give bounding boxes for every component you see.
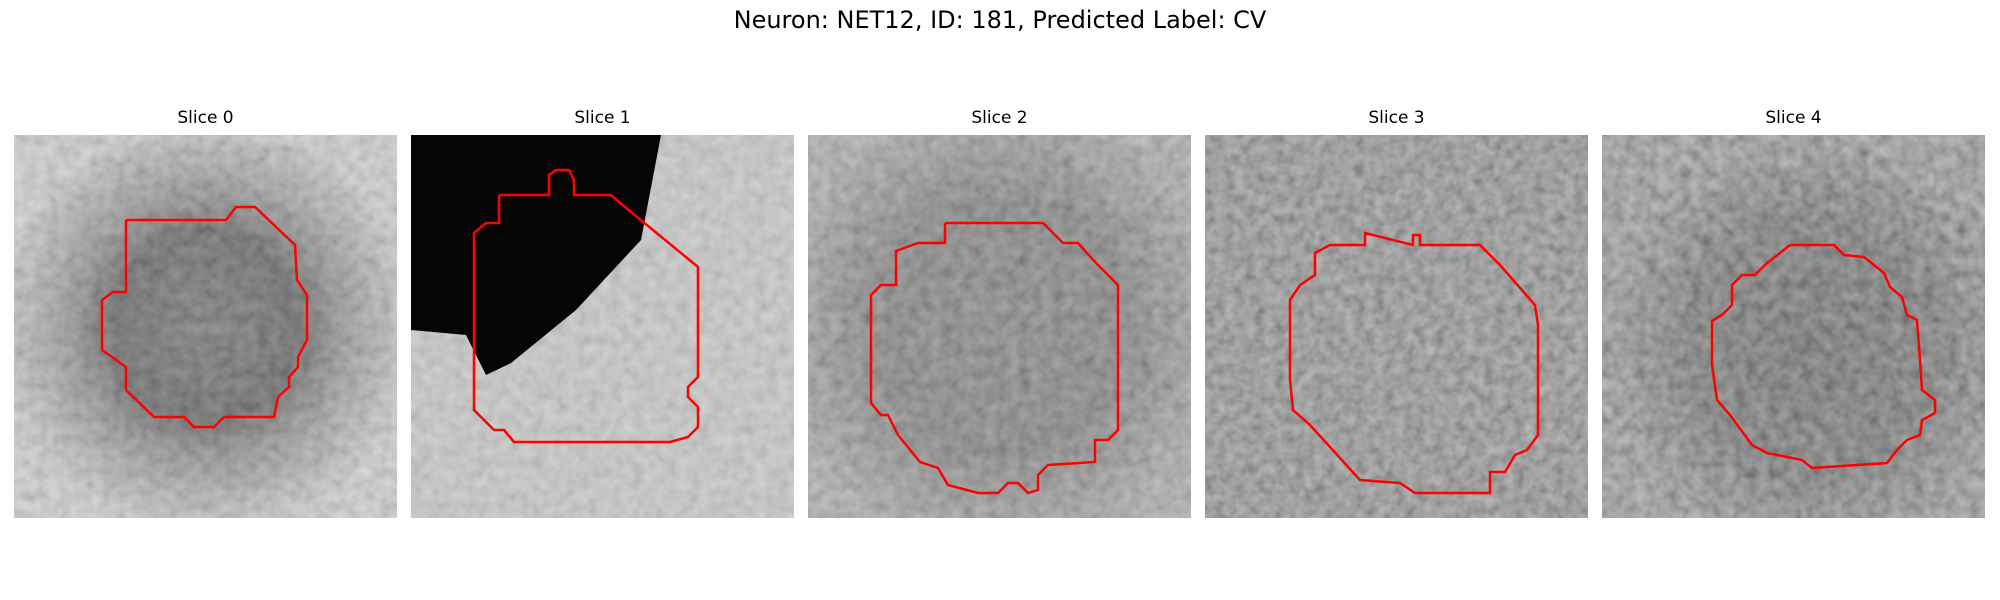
slice-1-image xyxy=(411,135,794,518)
slice-2-contour xyxy=(869,221,1120,495)
panel-title-slice-2: Slice 2 xyxy=(971,108,1028,128)
panel-title-slice-3: Slice 3 xyxy=(1368,108,1425,128)
panel-title-slice-1: Slice 1 xyxy=(574,108,631,128)
panel-title-slice-4: Slice 4 xyxy=(1765,108,1822,128)
panel-title-slice-0: Slice 0 xyxy=(177,108,234,128)
slice-2-image xyxy=(808,135,1191,518)
slice-3-contour xyxy=(1288,231,1540,495)
slice-0-contour xyxy=(100,205,309,429)
slice-3-image xyxy=(1205,135,1588,518)
figure-title: Neuron: NET12, ID: 181, Predicted Label:… xyxy=(733,6,1267,34)
slice-4-image xyxy=(1602,135,1985,518)
slice-0-image xyxy=(14,135,397,518)
slice-4-contour xyxy=(1710,243,1937,470)
slice-1-contour xyxy=(472,168,700,444)
